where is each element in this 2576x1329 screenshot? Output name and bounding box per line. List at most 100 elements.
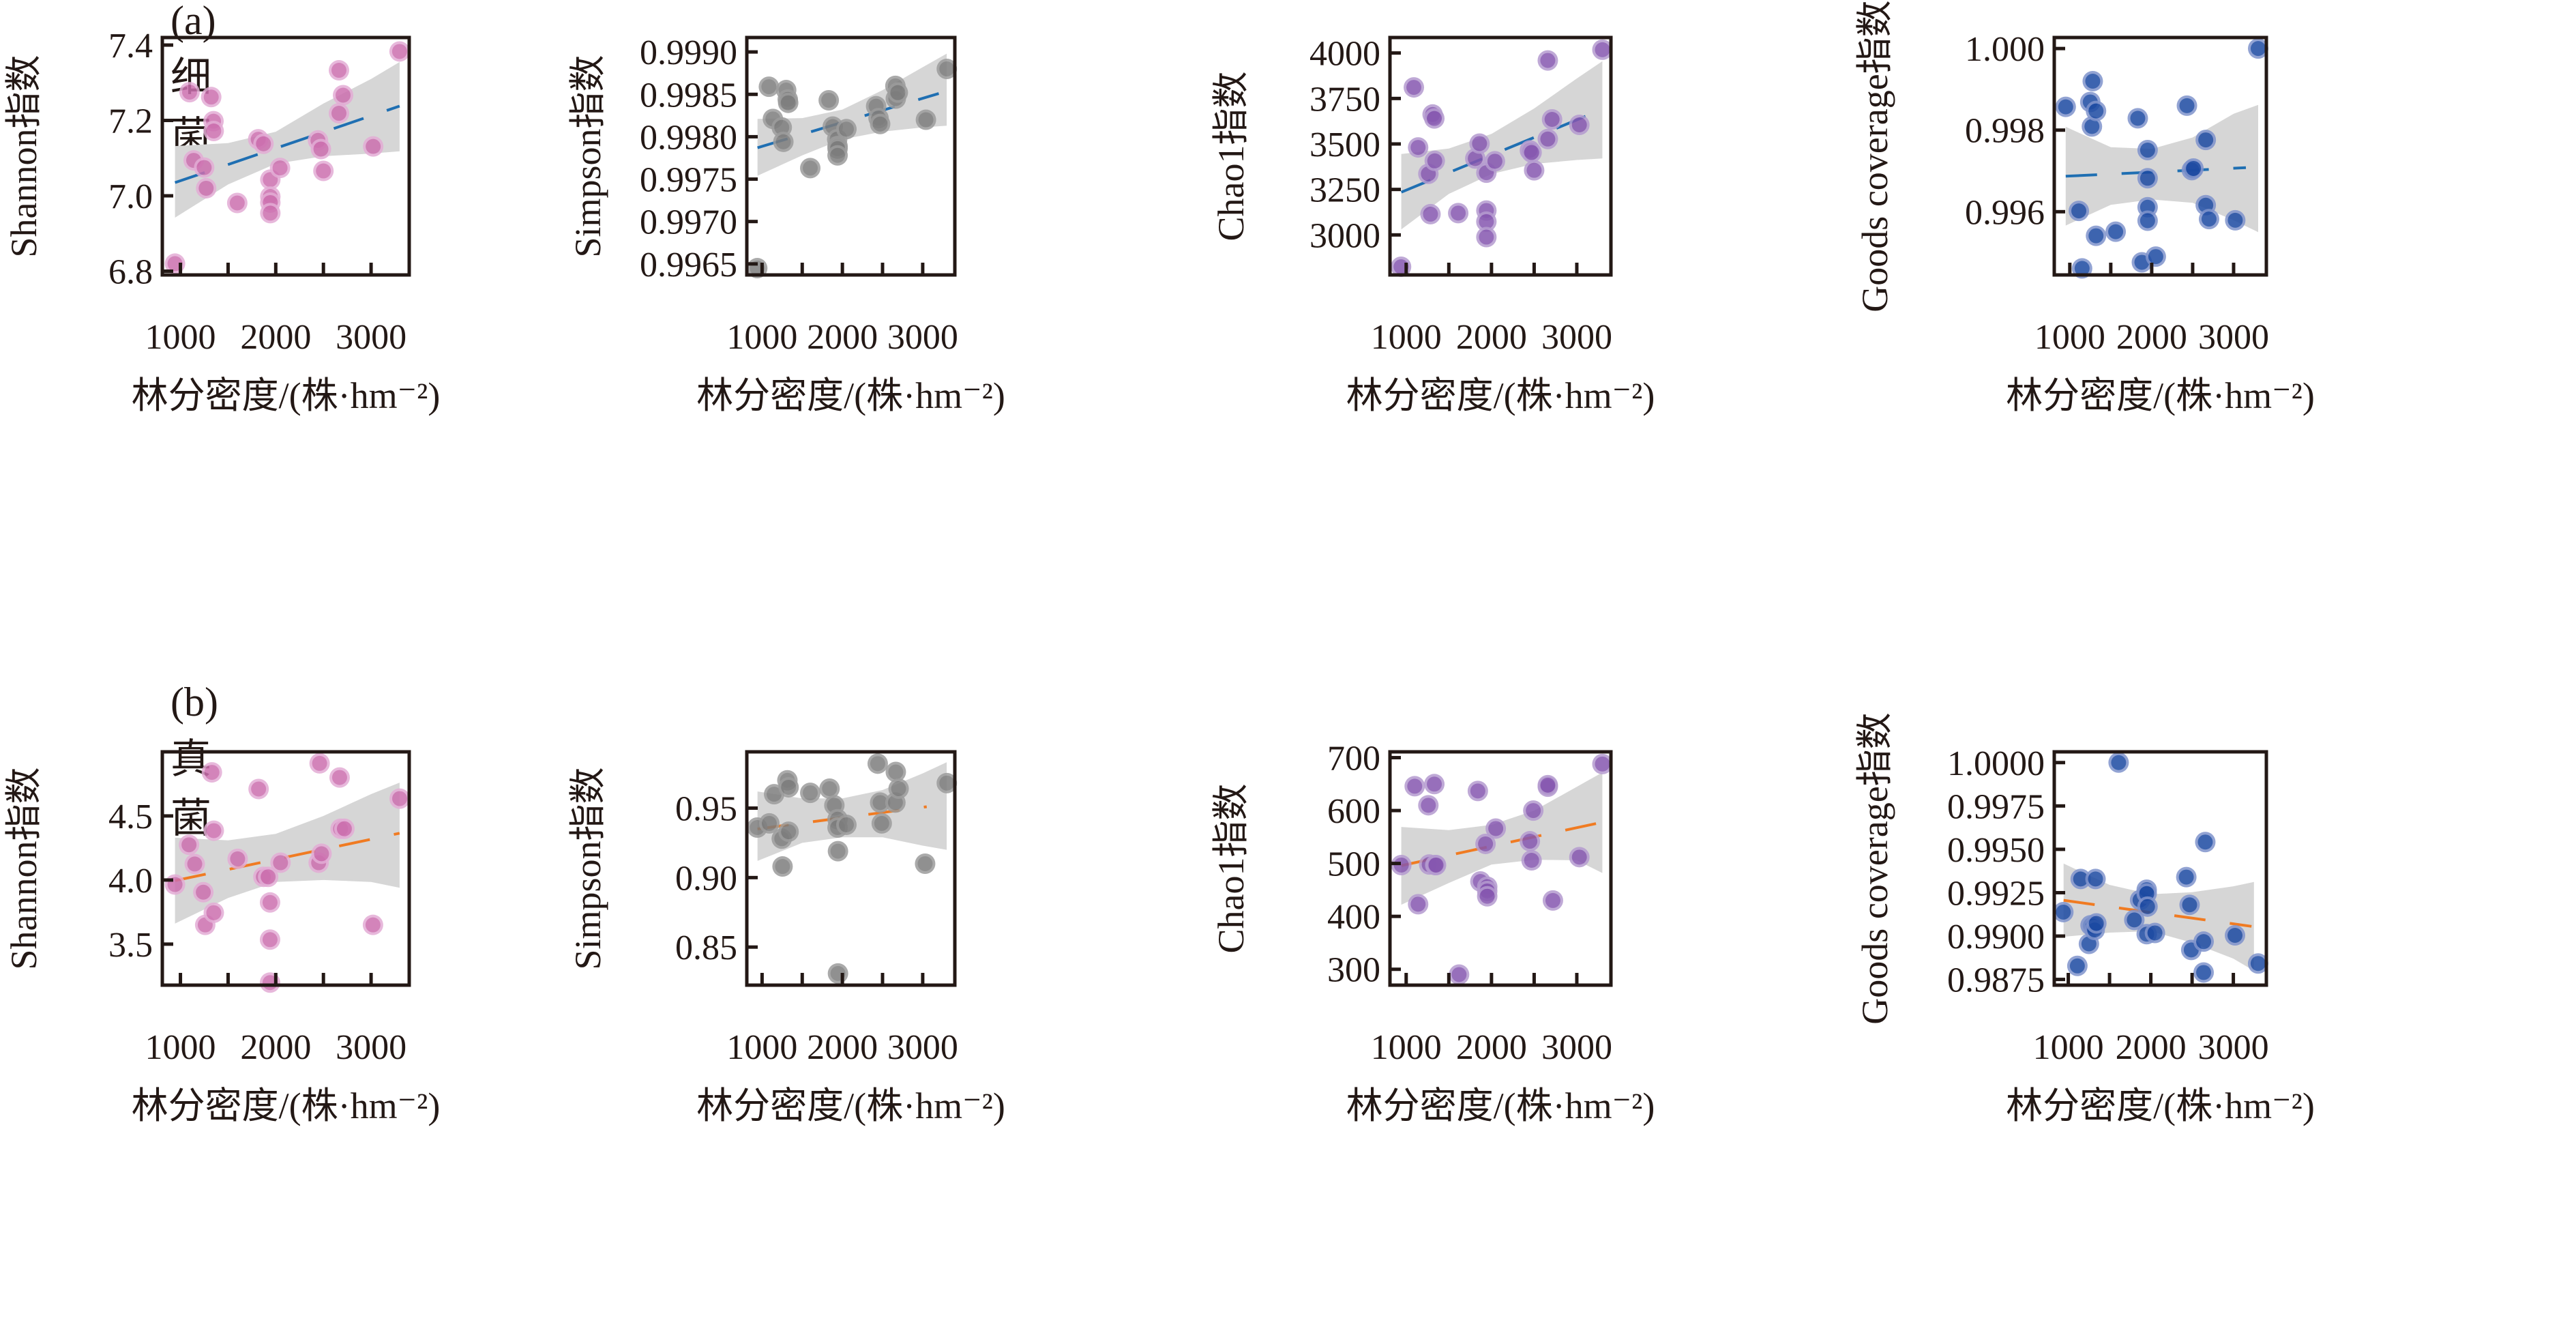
data-point-marker bbox=[830, 843, 846, 859]
data-point-marker bbox=[917, 856, 933, 871]
y-tick-label: 400 bbox=[1327, 898, 1380, 937]
data-point-marker bbox=[336, 821, 352, 836]
data-point bbox=[1424, 774, 1445, 795]
data-point bbox=[260, 203, 281, 224]
data-point bbox=[309, 753, 330, 774]
data-point bbox=[827, 145, 848, 166]
data-point bbox=[253, 133, 274, 154]
data-point bbox=[1485, 818, 1507, 839]
x-axis-label: 林分密度/(株·hm⁻²) bbox=[2006, 1085, 2315, 1126]
data-point bbox=[2127, 108, 2148, 129]
data-point bbox=[827, 963, 848, 984]
y-tick-label: 4.5 bbox=[108, 798, 153, 836]
data-point-marker bbox=[2127, 912, 2142, 928]
data-point-marker bbox=[774, 119, 790, 135]
y-tick-label: 3.5 bbox=[108, 926, 153, 965]
x-tick-label: 2000 bbox=[807, 318, 878, 357]
data-point-marker bbox=[365, 917, 381, 933]
data-point bbox=[248, 778, 269, 800]
data-point bbox=[2124, 909, 2145, 931]
data-point-marker bbox=[2250, 41, 2266, 57]
data-point bbox=[867, 753, 888, 774]
data-point bbox=[2053, 901, 2074, 922]
data-point bbox=[226, 192, 248, 214]
data-point bbox=[194, 157, 215, 178]
y-tick-label: 0.95 bbox=[675, 789, 737, 828]
data-point bbox=[871, 813, 892, 834]
data-point-marker bbox=[1479, 888, 1495, 904]
y-tick-label: 4000 bbox=[1309, 35, 1380, 74]
data-point-marker bbox=[939, 775, 955, 791]
data-point-marker bbox=[775, 134, 791, 149]
y-tick-label: 0.9970 bbox=[640, 203, 737, 242]
x-axis-label: 林分密度/(株·hm⁻²) bbox=[132, 375, 441, 416]
data-point bbox=[758, 76, 780, 98]
data-point bbox=[936, 58, 958, 79]
y-tick-label: 3250 bbox=[1309, 171, 1380, 210]
panel-a-goods: 0.996 0.998 1.000 1000 2000 3000 林分密度/(株·hm⁻²)… bbox=[1854, 0, 2315, 416]
data-point bbox=[328, 60, 349, 81]
data-point-marker bbox=[229, 195, 245, 211]
panel-b-goods: 0.9875 0.9900 0.9925 0.9950 0.9975 1.0000 1000… bbox=[1854, 712, 2315, 1126]
data-point-marker bbox=[2088, 228, 2104, 244]
data-point bbox=[2086, 913, 2107, 934]
data-point bbox=[1537, 774, 1558, 795]
data-point bbox=[1520, 831, 1541, 852]
data-point-marker bbox=[2130, 111, 2146, 126]
data-point-marker bbox=[2085, 73, 2101, 89]
data-point bbox=[2086, 100, 2107, 121]
data-point bbox=[885, 761, 906, 783]
y-tick-label: 0.85 bbox=[675, 929, 737, 967]
data-point-marker bbox=[2140, 199, 2155, 215]
x-tick-label: 2000 bbox=[240, 1028, 311, 1067]
data-point-marker bbox=[781, 824, 797, 840]
data-point-marker bbox=[273, 855, 288, 871]
data-point-marker bbox=[263, 205, 278, 221]
x-tick-label: 1000 bbox=[2034, 318, 2105, 357]
data-point-marker bbox=[2147, 925, 2163, 941]
data-point bbox=[1476, 211, 1497, 232]
data-point-marker bbox=[1478, 836, 1494, 851]
data-point-marker bbox=[839, 817, 855, 832]
data-point-marker bbox=[2088, 916, 2104, 931]
data-point bbox=[818, 89, 840, 111]
data-point-marker bbox=[331, 106, 346, 121]
data-point-marker bbox=[2074, 261, 2090, 276]
data-point-marker bbox=[2140, 171, 2155, 186]
data-point-marker bbox=[1428, 857, 1444, 873]
y-tick-label: 600 bbox=[1327, 792, 1380, 831]
data-point-marker bbox=[781, 779, 797, 795]
data-point bbox=[2082, 70, 2103, 91]
data-point bbox=[184, 853, 205, 875]
data-point bbox=[1521, 849, 1542, 871]
data-point bbox=[1537, 50, 1558, 71]
data-point bbox=[887, 82, 908, 103]
data-point bbox=[870, 113, 891, 134]
x-tick-label: 2000 bbox=[2116, 1028, 2187, 1067]
y-tick-label: 3500 bbox=[1309, 126, 1380, 164]
data-point-marker bbox=[1393, 857, 1409, 873]
data-point-marker bbox=[839, 121, 855, 137]
panel-b-shannon: 3.5 4.0 4.5 1000 2000 3000 林分密度/(株·hm⁻²) Shanno… bbox=[3, 750, 440, 1126]
data-point bbox=[888, 778, 909, 799]
data-point-marker bbox=[1479, 214, 1494, 229]
y-tick-label: 300 bbox=[1327, 951, 1380, 990]
data-point bbox=[2067, 955, 2088, 976]
data-point-marker bbox=[256, 136, 271, 151]
data-point-marker bbox=[775, 859, 790, 875]
data-point-marker bbox=[366, 138, 381, 154]
data-point-marker bbox=[1479, 229, 1494, 245]
data-point-marker bbox=[2178, 869, 2194, 885]
data-point-marker bbox=[1540, 777, 1556, 793]
data-point-marker bbox=[261, 869, 276, 885]
data-point-marker bbox=[2081, 936, 2097, 952]
y-tick-label: 1.000 bbox=[1965, 30, 2045, 69]
data-point bbox=[778, 821, 799, 843]
data-point bbox=[334, 818, 355, 839]
data-point bbox=[363, 136, 384, 157]
row-label-bacteria: (a) 细菌 bbox=[171, 0, 216, 160]
data-point bbox=[1484, 151, 1505, 172]
data-point-marker bbox=[1526, 162, 1542, 178]
y-tick-label: 700 bbox=[1327, 740, 1380, 778]
data-point-marker bbox=[1540, 53, 1556, 68]
